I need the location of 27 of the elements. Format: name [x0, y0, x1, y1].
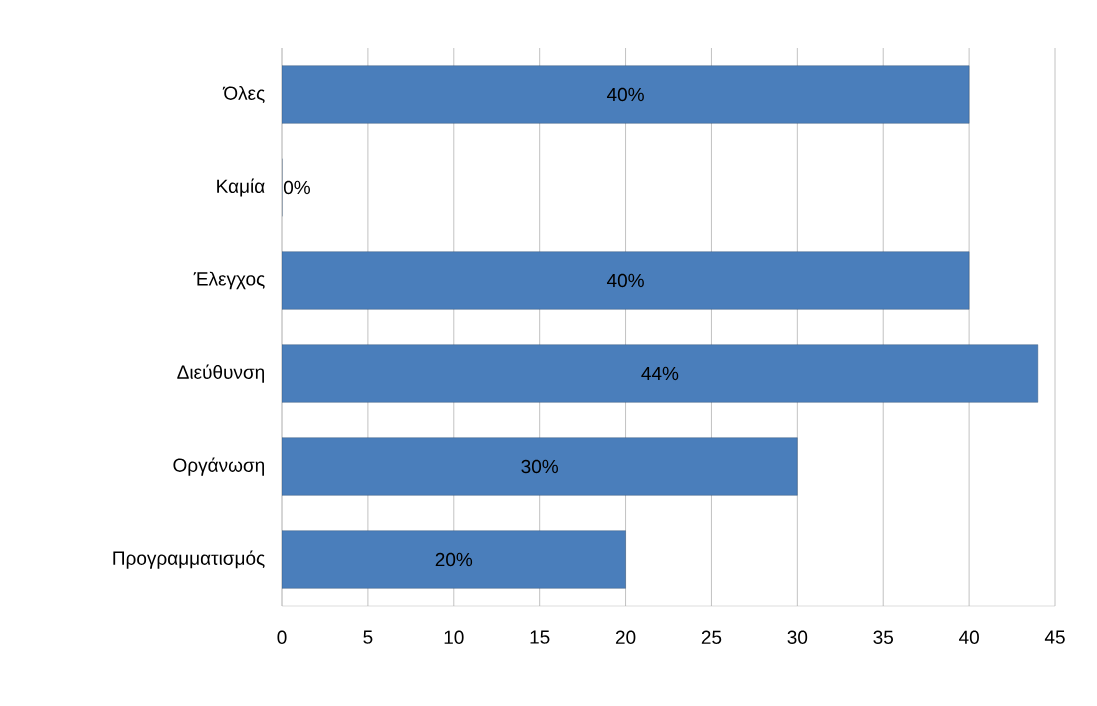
- y-tick-label: Έλεγχος: [193, 271, 265, 290]
- data-label: 40%: [606, 87, 644, 102]
- x-tick-label: 25: [701, 630, 722, 644]
- x-tick-label: 15: [530, 630, 550, 644]
- y-tick-label: Όλες: [222, 85, 265, 104]
- y-tick-label: Διεύθυνση: [177, 364, 264, 383]
- data-label: 44%: [641, 366, 679, 381]
- bar: [282, 530, 626, 589]
- data-label: 20%: [435, 552, 473, 567]
- x-tick-label: 0: [277, 630, 287, 644]
- y-tick-label: Προγραμματισμός: [113, 550, 265, 569]
- bar: [282, 437, 798, 496]
- x-tick-label: 40: [958, 630, 979, 644]
- y-tick-label: Καμία: [217, 178, 265, 197]
- bar: [282, 251, 970, 310]
- x-tick-label: 45: [1044, 630, 1065, 644]
- bar: [282, 65, 970, 124]
- x-tick-label: 30: [787, 630, 808, 644]
- data-label: 0%: [283, 180, 310, 195]
- x-tick-label: 35: [873, 630, 893, 644]
- data-label: 40%: [606, 273, 644, 288]
- x-tick-label: 10: [444, 630, 464, 644]
- y-tick-label: Οργάνωση: [173, 457, 264, 476]
- bar: [282, 344, 1039, 403]
- x-tick-label: 5: [363, 630, 373, 644]
- x-tick-label: 20: [615, 630, 636, 644]
- data-label: 30%: [521, 459, 558, 474]
